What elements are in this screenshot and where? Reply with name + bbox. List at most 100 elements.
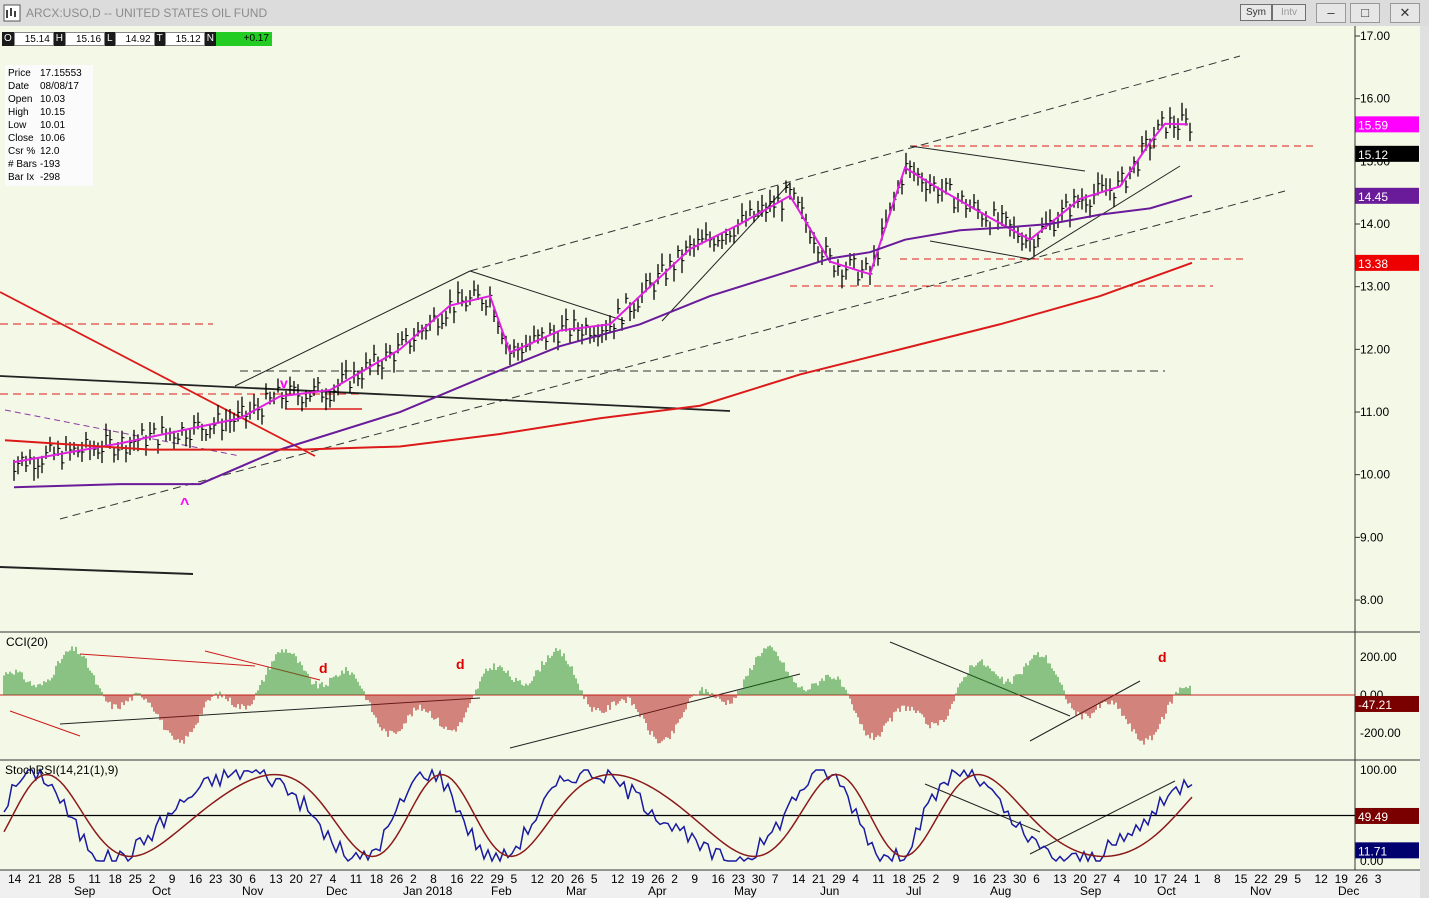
window-title: ARCX:USO,D -- UNITED STATES OIL FUND xyxy=(26,6,268,20)
x-tick-label: 2 xyxy=(410,872,417,886)
price-bars xyxy=(5,102,1193,481)
x-tick-label: 26 xyxy=(571,872,585,886)
x-tick-label: 20 xyxy=(551,872,565,886)
trendline xyxy=(59,190,1286,520)
x-month-label: Jun xyxy=(820,884,839,898)
price-tick-label: 14.00 xyxy=(1360,217,1390,231)
x-tick-label: 11 xyxy=(350,872,363,886)
price-tick-label: 11.00 xyxy=(1360,405,1389,419)
x-month-label: Feb xyxy=(491,884,512,898)
x-tick-label: 9 xyxy=(953,872,960,886)
info-value: 10.15 xyxy=(40,107,66,118)
trendline xyxy=(0,566,194,575)
cursor-info-box: Price 17.15553 Date 08/08/17 Open 10.03 Hig… xyxy=(5,65,93,186)
x-tick-label: 16 xyxy=(712,872,726,886)
trendline xyxy=(661,182,791,322)
info-label: Open xyxy=(8,94,33,105)
x-tick-label: 4 xyxy=(330,872,337,886)
trendline xyxy=(204,650,321,681)
info-value: 08/08/17 xyxy=(40,81,79,92)
x-tick-label: 28 xyxy=(48,872,62,886)
stoch-k-value-tag-label: 11.71 xyxy=(1358,844,1387,858)
x-tick-label: 11 xyxy=(872,872,885,886)
trendline xyxy=(929,240,1031,260)
x-tick-label: 7 xyxy=(772,872,779,886)
x-tick-label: 23 xyxy=(732,872,746,886)
x-tick-label: 5 xyxy=(591,872,598,886)
x-tick-label: 12 xyxy=(531,872,545,886)
open-value: 15.14 xyxy=(13,32,54,46)
info-value: -193 xyxy=(40,159,61,170)
trendline xyxy=(0,375,731,412)
moving-averages xyxy=(4,122,1193,489)
price-value-tag xyxy=(1355,116,1419,133)
price-value-tag-label: 15.12 xyxy=(1358,148,1388,162)
trendline xyxy=(1029,780,1176,855)
stochrsi-d-line xyxy=(3,773,1193,858)
trendline xyxy=(9,710,81,737)
x-month-label: Nov xyxy=(1250,884,1271,898)
x-tick-label: 13 xyxy=(1053,872,1067,886)
x-tick-label: 18 xyxy=(370,872,384,886)
x-tick-label: 6 xyxy=(249,872,256,886)
x-month-label: Nov xyxy=(242,884,263,898)
info-label: Low xyxy=(8,120,27,131)
info-value: 10.03 xyxy=(40,94,66,105)
cci-value-tag xyxy=(1355,695,1419,712)
low-key: L xyxy=(105,32,115,46)
x-tick-label: 18 xyxy=(109,872,123,886)
minimize-button[interactable]: – xyxy=(1316,3,1346,23)
info-label: High xyxy=(8,107,29,118)
x-tick-label: 20 xyxy=(1073,872,1087,886)
cci-title: CCI(20) xyxy=(6,635,48,649)
x-tick-label: 25 xyxy=(913,872,927,886)
x-tick-label: 2 xyxy=(933,872,940,886)
cci-divergence-mark-1: d xyxy=(319,660,328,676)
trendline xyxy=(79,653,256,667)
x-tick-label: 8 xyxy=(1214,872,1221,886)
x-tick-label: 22 xyxy=(1254,872,1268,886)
interval-button[interactable]: Intv xyxy=(1272,4,1306,21)
x-tick-label: 25 xyxy=(129,872,143,886)
chart-app-icon xyxy=(3,4,21,22)
x-tick-label: 21 xyxy=(812,872,826,886)
stochrsi-k-line xyxy=(3,767,1193,863)
x-tick-label: 14 xyxy=(8,872,22,886)
price-tick-label: 13.00 xyxy=(1360,280,1390,294)
price-tick-label: 10.00 xyxy=(1360,468,1390,482)
x-tick-label: 30 xyxy=(229,872,243,886)
open-key: O xyxy=(2,32,14,46)
maximize-button[interactable]: □ xyxy=(1350,3,1380,23)
info-label: Date xyxy=(8,81,30,92)
x-tick-label: 3 xyxy=(1375,872,1382,886)
price-value-tag-label: 13.38 xyxy=(1358,257,1388,271)
x-tick-label: 14 xyxy=(792,872,806,886)
x-month-label: Jan 2018 xyxy=(403,884,453,898)
moving-average-line xyxy=(4,261,1193,451)
trendline xyxy=(1029,680,1141,742)
x-tick-label: 16 xyxy=(973,872,987,886)
annotation-v: v xyxy=(280,375,288,391)
x-tick-label: 17 xyxy=(1154,872,1168,886)
cci-tick-label: -200.00 xyxy=(1360,726,1401,740)
x-tick-label: 1 xyxy=(1194,872,1201,886)
info-value: -298 xyxy=(40,172,61,183)
x-tick-label: 15 xyxy=(1234,872,1248,886)
info-label: # Bars xyxy=(8,159,37,170)
x-tick-label: 22 xyxy=(470,872,484,886)
price-value-tag-label: 15.59 xyxy=(1358,118,1388,132)
sym-button[interactable]: Sym xyxy=(1240,4,1272,21)
close-button[interactable]: ✕ xyxy=(1390,3,1420,23)
info-value: 12.0 xyxy=(40,146,60,157)
close-key: T xyxy=(154,32,165,46)
x-month-label: Oct xyxy=(152,884,171,898)
trendline xyxy=(1029,165,1181,260)
price-tick-label: 16.00 xyxy=(1360,92,1390,106)
price-value-tag-label: 14.45 xyxy=(1358,190,1388,204)
x-tick-label: 5 xyxy=(1294,872,1301,886)
x-tick-label: 18 xyxy=(892,872,906,886)
x-tick-label: 27 xyxy=(310,872,324,886)
trendline xyxy=(909,145,1086,172)
x-tick-label: 26 xyxy=(651,872,665,886)
x-tick-label: 23 xyxy=(209,872,223,886)
